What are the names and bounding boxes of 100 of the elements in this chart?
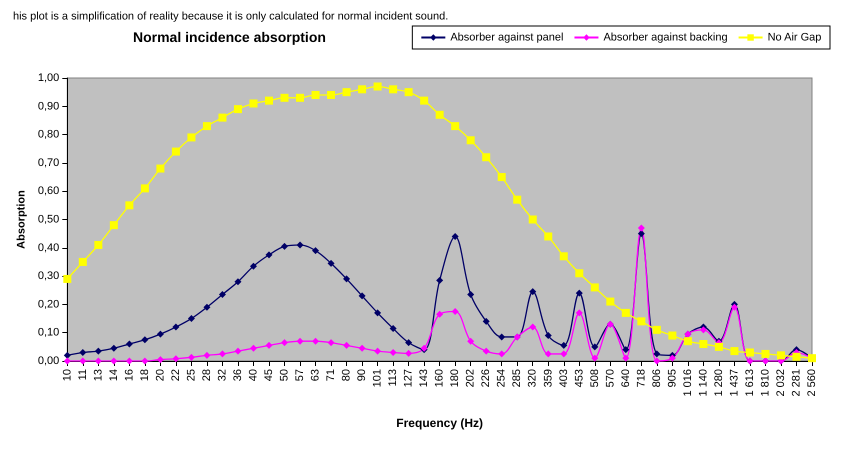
point <box>668 332 676 340</box>
point <box>312 90 320 99</box>
y-tick-label: 0,00 <box>38 355 60 367</box>
x-tick-label: 640 <box>620 369 632 388</box>
point <box>358 292 366 300</box>
point <box>622 346 630 354</box>
point <box>156 330 164 338</box>
point <box>188 315 195 322</box>
point <box>234 348 242 355</box>
point <box>126 340 133 348</box>
y-tick-label: 0,20 <box>38 298 60 310</box>
point <box>730 304 738 311</box>
point <box>328 260 335 267</box>
point <box>699 340 708 348</box>
x-tick-label: 1 280 <box>712 369 725 397</box>
x-tick-label: 2 560 <box>806 369 818 397</box>
point <box>498 350 506 358</box>
point <box>203 304 210 311</box>
x-tick-label: 63 <box>310 369 322 382</box>
text: his plot is a simplification of reality because it is only calculated for normal incident sound. <box>13 10 448 22</box>
y-axis-title: Absorption <box>16 190 28 249</box>
point <box>591 343 598 350</box>
point <box>250 262 257 270</box>
point <box>653 358 660 364</box>
point <box>125 201 134 210</box>
x-tick-label: 359 <box>542 369 554 388</box>
point <box>513 196 522 204</box>
point <box>390 324 397 332</box>
point <box>358 344 366 352</box>
point <box>638 230 645 238</box>
x-tick-label: 806 <box>650 369 663 388</box>
x-tick-label: 11 <box>76 369 89 380</box>
point <box>358 85 366 94</box>
x-tick-label: 1 140 <box>697 369 710 397</box>
x-tick-label: 14 <box>108 369 120 382</box>
point <box>203 352 210 359</box>
x-tick-label: 143 <box>418 369 430 388</box>
x-tick-label: 285 <box>511 369 524 388</box>
point <box>761 350 770 358</box>
point <box>172 324 180 331</box>
x-tick-label: 113 <box>387 369 400 387</box>
x-tick-label: 10 <box>61 369 74 382</box>
point <box>79 349 86 356</box>
point <box>498 173 506 182</box>
x-tick-label: 28 <box>200 369 213 382</box>
point <box>482 153 490 162</box>
legend-label: Absorber against panel <box>450 32 564 44</box>
point <box>187 133 196 142</box>
point <box>746 348 754 357</box>
point <box>730 347 738 356</box>
x-tick-label: 20 <box>154 369 166 382</box>
y-tick-label: 0,80 <box>38 128 60 141</box>
point <box>467 290 474 298</box>
point <box>79 358 86 364</box>
point <box>296 241 304 248</box>
point <box>327 90 336 99</box>
y-tick-label: 0,70 <box>38 156 60 169</box>
point <box>328 339 335 346</box>
point <box>528 216 537 224</box>
x-tick-label: 180 <box>449 369 462 388</box>
point <box>606 298 614 306</box>
x-tick-label: 25 <box>185 369 198 382</box>
point <box>451 122 460 130</box>
x-tick-label: 71 <box>325 369 338 382</box>
point <box>560 252 568 260</box>
point <box>234 105 242 114</box>
point <box>156 164 164 173</box>
point <box>94 348 102 355</box>
y-tick-label: 1,00 <box>38 72 60 84</box>
point <box>250 344 257 352</box>
point <box>218 114 226 122</box>
x-tick-label: 226 <box>480 369 492 388</box>
point <box>64 352 71 359</box>
x-tick-label: 453 <box>573 369 586 388</box>
point <box>374 348 382 355</box>
point <box>544 350 552 358</box>
point <box>622 308 630 317</box>
x-tick-label: 2 032 <box>774 369 787 397</box>
point <box>374 82 382 90</box>
point <box>280 94 289 102</box>
x-tick-label: 90 <box>356 369 368 382</box>
point <box>466 136 475 144</box>
x-tick-label: 2 281 <box>790 369 802 397</box>
point <box>234 278 242 286</box>
point <box>374 309 382 316</box>
point <box>529 324 536 331</box>
point <box>110 358 118 364</box>
point <box>110 344 118 352</box>
point <box>420 96 428 105</box>
x-tick-label: 101 <box>372 369 384 388</box>
point <box>265 342 272 349</box>
point <box>776 351 785 360</box>
legend-label: No Air Gap <box>768 32 822 44</box>
x-tick-label: 127 <box>402 369 415 388</box>
x-tick-label: 905 <box>666 369 678 388</box>
point <box>637 317 646 326</box>
point <box>343 342 350 349</box>
x-tick-label: 202 <box>464 369 477 388</box>
x-tick-label: 403 <box>558 369 570 388</box>
point <box>653 350 660 358</box>
